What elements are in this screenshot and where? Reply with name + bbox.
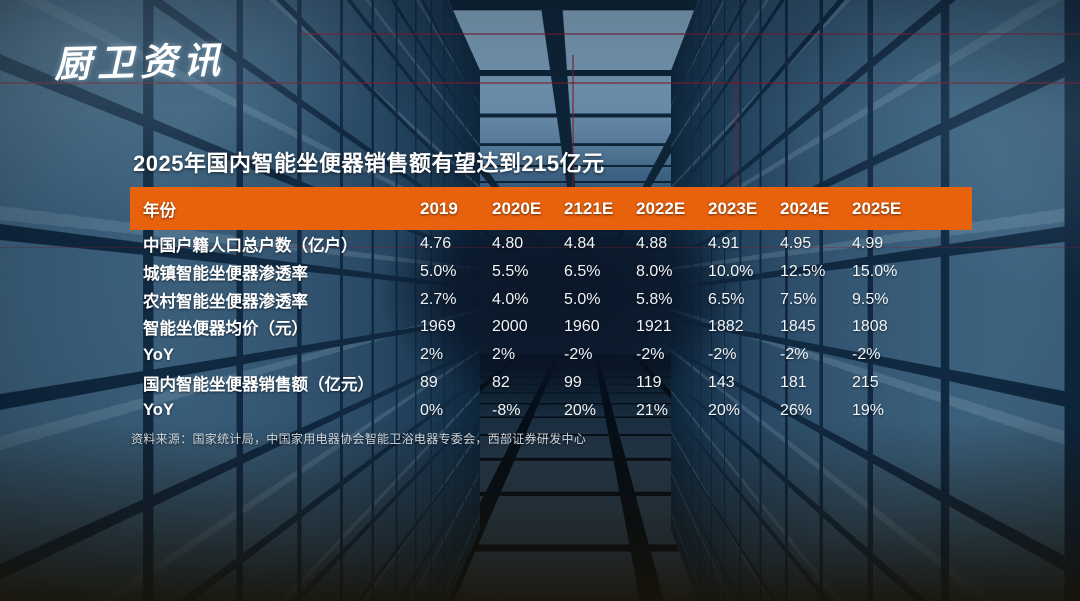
value-cell: 20%	[708, 401, 741, 419]
brand-logo: 厨卫资讯	[53, 37, 227, 87]
value-cell: 4.99	[852, 234, 884, 252]
value-cell: 6.5%	[708, 290, 745, 308]
value-cell: 4.91	[708, 234, 740, 252]
value-cell: 5.0%	[564, 290, 601, 308]
header-cell-year: 2024E	[780, 198, 830, 218]
value-cell: 1808	[852, 318, 888, 336]
table-header-row: 年份 2019 2020E 2121E 2022E 2023E 2024E 2025E	[130, 187, 972, 230]
value-cell: 19%	[852, 401, 885, 419]
value-cell: 215	[852, 374, 879, 392]
value-cell: 4.76	[420, 234, 452, 252]
data-table: 年份 2019 2020E 2121E 2022E 2023E 2024E 2025E 中国户…	[130, 187, 972, 425]
value-cell: 5.0%	[420, 262, 457, 280]
value-cell: 82	[492, 374, 510, 392]
table-row: YoY 0% -8% 20% 21% 20% 26% 19%	[130, 397, 972, 425]
value-cell: 1845	[780, 318, 816, 336]
table-body: 中国户籍人口总户数（亿户） 4.76 4.80 4.84 4.88 4.91 4.95 4.9…	[130, 230, 972, 425]
value-cell: 0%	[420, 401, 444, 419]
row-label: 中国户籍人口总户数（亿户）	[143, 236, 358, 255]
table-row: 城镇智能坐便器渗透率 5.0% 5.5% 6.5% 8.0% 10.0% 12.5% 15.0…	[130, 258, 972, 286]
value-cell: 4.95	[780, 234, 812, 252]
header-cell-year: 2025E	[852, 198, 902, 218]
value-cell: 89	[420, 374, 438, 392]
value-cell: 119	[636, 374, 662, 392]
value-cell: -2%	[636, 346, 665, 364]
value-cell: 10.0%	[708, 262, 754, 280]
header-cell-year: 2023E	[708, 198, 758, 218]
page-title: 2025年国内智能坐便器销售额有望达到215亿元	[133, 151, 605, 176]
value-cell: 2%	[420, 346, 444, 364]
value-cell: 4.88	[636, 234, 668, 252]
value-cell: 4.80	[492, 234, 524, 252]
row-label: 城镇智能坐便器渗透率	[143, 264, 308, 283]
row-label: 智能坐便器均价（元）	[143, 320, 308, 339]
value-cell: 1969	[420, 318, 456, 336]
header-cell-year: 2020E	[492, 198, 542, 218]
value-cell: 1882	[708, 318, 744, 336]
value-cell: -2%	[564, 346, 593, 364]
value-cell: 2000	[492, 318, 528, 336]
table-row: 国内智能坐便器销售额（亿元） 89 82 99 119 143 181 215	[130, 369, 972, 397]
value-cell: 5.5%	[492, 262, 529, 280]
value-cell: 9.5%	[852, 290, 889, 308]
value-cell: -8%	[492, 401, 521, 419]
table-row: 智能坐便器均价（元） 1969 2000 1960 1921 1882 1845 1808	[130, 314, 972, 342]
value-cell: -2%	[852, 346, 881, 364]
row-label: YoY	[143, 345, 174, 364]
value-cell: 8.0%	[636, 262, 673, 280]
table-row: 中国户籍人口总户数（亿户） 4.76 4.80 4.84 4.88 4.91 4.95 4.9…	[130, 230, 972, 258]
table-row: YoY 2% 2% -2% -2% -2% -2% -2%	[130, 341, 972, 369]
value-cell: 12.5%	[780, 262, 826, 280]
value-cell: 26%	[780, 401, 813, 419]
table-row: 农村智能坐便器渗透率 2.7% 4.0% 5.0% 5.8% 6.5% 7.5% 9.5%	[130, 286, 972, 314]
header-cell-year: 2019	[420, 198, 458, 218]
value-cell: 4.0%	[492, 290, 529, 308]
value-cell: 2.7%	[420, 290, 457, 308]
value-cell: 5.8%	[636, 290, 673, 308]
value-cell: 7.5%	[780, 290, 817, 308]
value-cell: 15.0%	[852, 262, 898, 280]
value-cell: 2%	[492, 346, 516, 364]
row-label: 农村智能坐便器渗透率	[143, 292, 308, 311]
value-cell: -2%	[708, 346, 737, 364]
value-cell: 4.84	[564, 234, 596, 252]
value-cell: 6.5%	[564, 262, 601, 280]
header-cell-year: 2121E	[564, 198, 614, 218]
value-cell: 1960	[564, 318, 600, 336]
value-cell: 99	[564, 374, 582, 392]
row-label: YoY	[143, 401, 174, 420]
value-cell: -2%	[780, 346, 809, 364]
value-cell: 21%	[636, 401, 669, 419]
header-cell-year: 2022E	[636, 198, 686, 218]
source-note: 资料来源：国家统计局，中国家用电器协会智能卫浴电器专委会，西部证券研发中心	[131, 432, 587, 446]
value-cell: 181	[780, 374, 807, 392]
row-label: 国内智能坐便器销售额（亿元）	[143, 376, 374, 395]
value-cell: 143	[708, 374, 735, 392]
value-cell: 1921	[636, 318, 672, 336]
value-cell: 20%	[564, 401, 597, 419]
header-cell-label: 年份	[143, 201, 176, 220]
